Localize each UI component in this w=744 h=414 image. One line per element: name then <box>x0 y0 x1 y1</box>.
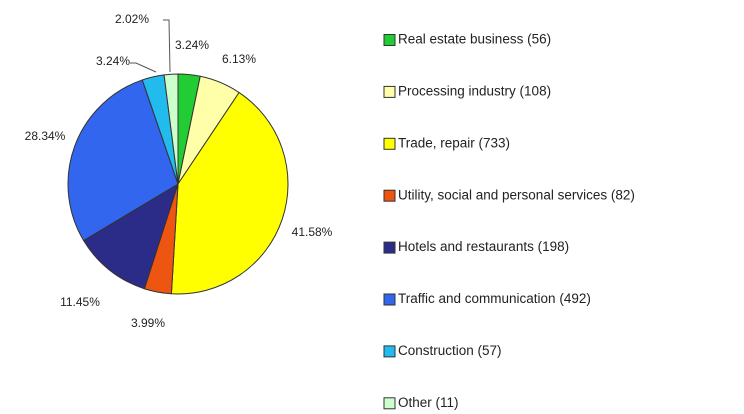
leader-line <box>130 62 157 73</box>
legend-label: Processing industry (108) <box>398 83 551 98</box>
legend-swatch <box>383 85 396 98</box>
legend-swatch <box>383 34 396 46</box>
pie-slice <box>163 73 179 185</box>
slice-label: 6.13% <box>222 52 256 66</box>
slice-label: 2.02% <box>115 12 149 26</box>
slice-label: 3.99% <box>131 316 165 330</box>
slice-label: 3.24% <box>96 54 130 68</box>
legend-label: Construction (57) <box>398 343 502 358</box>
pie-slice <box>82 182 179 290</box>
leader-line <box>163 19 171 73</box>
pie-slice <box>67 79 179 242</box>
legend-swatch <box>383 345 396 358</box>
legend-label: Utility, social and personal services (8… <box>398 187 635 202</box>
slice-label: 28.34% <box>25 129 66 143</box>
legend-swatch <box>383 241 396 254</box>
slice-label: 3.24% <box>175 38 209 52</box>
legend-swatch <box>383 397 396 410</box>
legend-swatch <box>383 137 396 150</box>
legend-label: Real estate business (56) <box>398 32 551 47</box>
legend-label: Hotels and restaurants (198) <box>398 239 569 254</box>
legend-label: Trade, repair (733) <box>398 135 510 150</box>
legend-label: Traffic and communication (492) <box>398 291 591 306</box>
slice-label: 11.45% <box>60 295 100 309</box>
legend-swatch <box>383 189 396 202</box>
legend-swatch <box>383 293 396 306</box>
pie-slice <box>170 91 289 295</box>
slice-label: 41.58% <box>292 225 333 239</box>
legend-label: Other (11) <box>398 395 459 410</box>
